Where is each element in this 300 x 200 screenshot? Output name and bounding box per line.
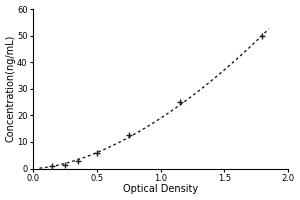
X-axis label: Optical Density: Optical Density xyxy=(123,184,198,194)
Y-axis label: Concentration(ng/mL): Concentration(ng/mL) xyxy=(6,35,16,142)
